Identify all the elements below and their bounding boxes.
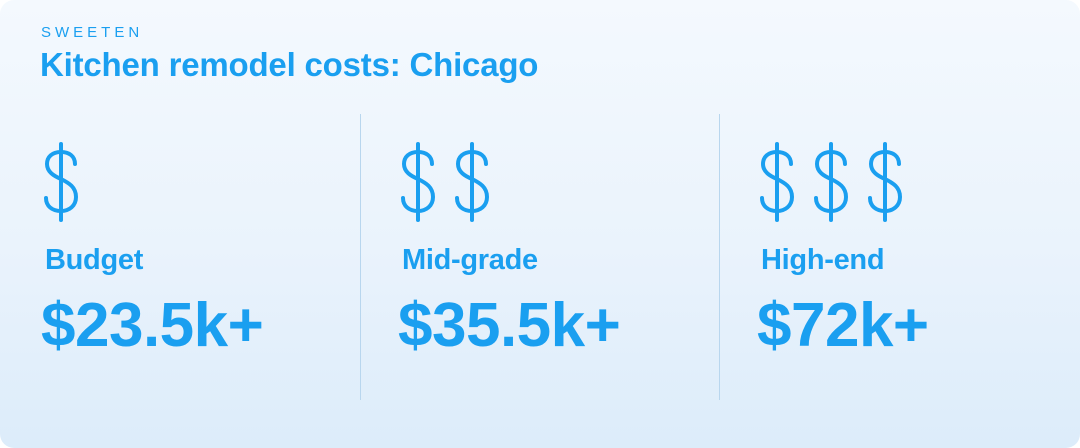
dollar-sign-icon [760, 142, 794, 222]
tier-budget: Budget $23.5k+ [41, 140, 361, 400]
tier-label: Budget [45, 244, 144, 276]
dollar-sign-icon [401, 142, 435, 222]
tier-price: $23.5k+ [41, 291, 264, 360]
tier-label: High-end [761, 244, 885, 276]
dollar-sign-icon [814, 142, 848, 222]
dollar-sign-icon [455, 142, 489, 222]
dollar-sign-icon [44, 142, 78, 222]
tier-mid-grade: Mid-grade $35.5k+ [398, 140, 718, 400]
tier-price: $35.5k+ [398, 291, 621, 360]
column-divider [719, 114, 720, 400]
tier-icons [41, 140, 81, 230]
tier-label: Mid-grade [402, 244, 538, 276]
dollar-sign-icon [868, 142, 902, 222]
tier-price: $72k+ [757, 291, 929, 360]
column-divider [360, 114, 361, 400]
tier-icons [398, 140, 492, 230]
brand-logo-text: SWEETEN [41, 24, 144, 41]
tier-icons [757, 140, 905, 230]
page-title: Kitchen remodel costs: Chicago [40, 46, 539, 83]
tier-high-end: High-end $72k+ [757, 140, 1077, 400]
